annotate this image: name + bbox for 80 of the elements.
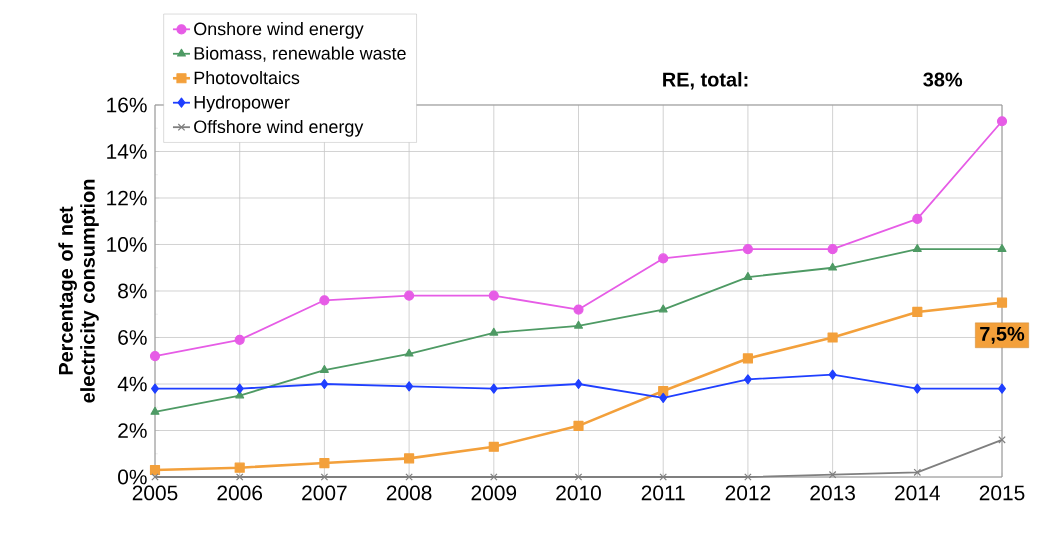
x-tick-label: 2011 [641,485,685,501]
point [828,369,837,380]
point [151,383,159,394]
point [828,470,837,479]
point [998,383,1006,394]
point [996,297,1008,308]
y-tick-label: 14% [107,144,147,159]
point [912,306,923,318]
x-tick-label: 2015 [979,485,1025,501]
point [405,381,414,392]
point [743,374,752,385]
x-tick-label: 2012 [725,485,771,501]
legend-label: Onshore wind energy [194,22,364,39]
y-tick-label: 8% [118,283,147,299]
point [658,304,668,313]
point [319,457,330,469]
point [996,116,1008,127]
y-tick-label: 4% [117,376,147,392]
x-tick-label: 2008 [386,485,432,501]
point [574,473,583,481]
x-tick-label: 2007 [302,485,347,501]
y-tick-label: 10% [107,237,147,252]
point [912,213,923,225]
point [659,392,668,404]
point [234,334,245,345]
annotation: 7,5% [980,326,1025,344]
y-axis-title: Percentage of net electricity consumption [58,179,99,403]
y-tick-label: 2% [118,423,147,438]
point [489,383,498,394]
legend-label: Biomass, renewable waste [194,46,406,62]
point [488,290,499,301]
x-tick-label: 2014 [895,485,940,501]
point [405,473,413,481]
text: RE, total: [663,71,748,90]
y-tick-label: 16% [107,97,147,113]
point [488,441,499,452]
point [573,304,584,315]
point [913,383,922,394]
point [574,320,583,329]
x-tick-label: 2005 [132,485,178,501]
y-tick-label: 0% [118,469,147,485]
point [404,453,415,464]
point [997,244,1007,252]
point [827,244,838,255]
text: 38% [923,72,963,87]
point [912,244,922,252]
point [404,348,414,357]
point [828,262,838,271]
point [150,406,160,415]
y-tick-label: 12% [107,190,147,206]
x-tick-label: 2006 [217,485,263,501]
point [658,253,669,264]
point [235,473,244,481]
point [827,332,838,343]
point [490,473,498,481]
point [659,473,667,481]
point [744,473,752,481]
legend-label: Photovoltaics [194,70,300,85]
point [743,271,753,280]
legend-label: Hydropower [194,95,290,113]
x-tick-label: 2010 [556,485,601,501]
point [404,290,415,301]
point [574,378,583,390]
point [149,464,161,476]
point [319,364,329,373]
point [320,378,329,390]
point [149,351,161,362]
x-tick-label: 2009 [471,485,517,501]
point [320,473,329,481]
point [235,383,244,394]
point [234,462,245,473]
point [489,327,499,336]
point [742,244,753,255]
point [742,353,753,364]
point [998,436,1006,444]
point [319,295,330,306]
y-tick-label: 6% [118,330,147,345]
legend-label: Offshore wind energy [194,119,364,137]
point [573,420,584,431]
x-tick-label: 2013 [810,485,855,501]
